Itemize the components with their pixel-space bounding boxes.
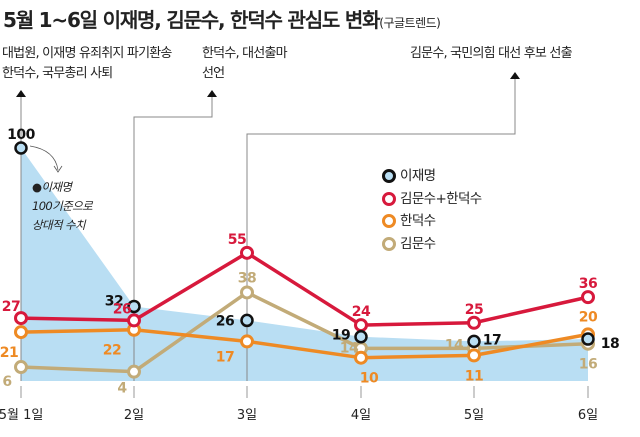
- area-lee: [21, 148, 588, 381]
- data-label: 14: [340, 340, 359, 356]
- data-label: 14: [445, 337, 464, 353]
- data-point: [581, 290, 595, 305]
- data-label: 100: [7, 127, 35, 143]
- legend-label: 한덕수: [400, 213, 436, 229]
- x-tick-label: 3일: [237, 408, 257, 423]
- data-point: [127, 299, 141, 314]
- data-label: 19: [332, 328, 350, 344]
- series-line: [20, 327, 589, 360]
- data-label: 27: [2, 299, 20, 315]
- data-point: [240, 285, 254, 300]
- data-label: 36: [579, 276, 597, 292]
- data-point: [467, 334, 481, 349]
- legend-item: 김문수+한덕수: [382, 188, 482, 211]
- legend-item: 한덕수: [382, 210, 482, 233]
- data-point: [127, 364, 141, 379]
- data-label: 24: [352, 304, 371, 320]
- data-label: 26: [113, 301, 131, 317]
- source-label: (구글트렌드): [379, 16, 441, 30]
- data-label: 17: [483, 332, 501, 348]
- data-point: [354, 329, 368, 344]
- annotation-may5: 김문수, 국민의힘 대선 후보 선출: [410, 46, 573, 61]
- x-tick-label: 4일: [351, 408, 371, 423]
- annotation-may3: 한덕수, 대선출마 선언: [202, 46, 288, 81]
- data-label: 4: [117, 381, 127, 397]
- data-label: 18: [601, 336, 619, 352]
- arrow-up-icon: [16, 90, 26, 97]
- data-label: 26: [216, 313, 234, 329]
- data-point: [14, 325, 28, 340]
- legend-label: 김문수+한덕수: [400, 190, 482, 207]
- data-point: [240, 245, 254, 260]
- data-point: [14, 141, 28, 155]
- data-point: [14, 311, 28, 326]
- data-point: [581, 332, 595, 346]
- baseline-note: ●이재명 100기준으로 상대적 수치: [32, 180, 93, 232]
- data-label: 6: [2, 374, 11, 390]
- data-label: 21: [0, 345, 18, 361]
- data-label: 55: [228, 232, 246, 248]
- data-point: [354, 350, 368, 365]
- legend-item: 김문수: [382, 233, 482, 256]
- x-tick-label: 2일: [124, 408, 144, 423]
- data-label: 22: [103, 343, 121, 359]
- data-label: 17: [216, 349, 234, 365]
- annotation-may1: 대법원, 이재명 유죄취지 파기환송 한덕수, 국무총리 사퇴: [2, 46, 172, 81]
- data-label: 38: [238, 270, 256, 286]
- legend-label: 이재명: [400, 168, 436, 184]
- data-point: [127, 313, 141, 328]
- data-point: [467, 315, 481, 330]
- legend-label: 김문수: [400, 235, 436, 252]
- data-label: 25: [465, 302, 483, 318]
- annotation-line-2: [133, 96, 213, 381]
- legend-item: 이재명: [382, 165, 482, 188]
- data-label: 16: [579, 357, 597, 373]
- chart-title: 5월 1~6일 이재명, 김문수, 한덕수 관심도 변화(구글트렌드): [3, 8, 441, 32]
- data-label: 11: [465, 368, 483, 384]
- data-point: [354, 318, 368, 333]
- data-point: [240, 334, 254, 349]
- data-label: 32: [105, 293, 123, 309]
- note-arrow-head: [53, 165, 63, 173]
- legend-marker-icon: [382, 236, 396, 251]
- data-point: [14, 360, 28, 375]
- data-point: [240, 313, 254, 328]
- x-tick-label: 5일: [464, 408, 484, 423]
- x-tick-label: 6일: [578, 408, 598, 423]
- series-line: [20, 251, 589, 327]
- arrow-up-icon: [510, 72, 520, 79]
- legend-marker-icon: [382, 214, 396, 229]
- series-line: [20, 290, 589, 374]
- data-label: 10: [360, 371, 379, 387]
- note-arrow: [29, 145, 59, 171]
- legend-marker-icon: [382, 169, 396, 184]
- legend-marker-icon: [382, 191, 396, 206]
- arrow-up-icon: [207, 90, 217, 97]
- data-label: 20: [579, 309, 598, 325]
- x-tick-label: 5월 1일: [0, 408, 43, 423]
- data-point: [467, 348, 481, 363]
